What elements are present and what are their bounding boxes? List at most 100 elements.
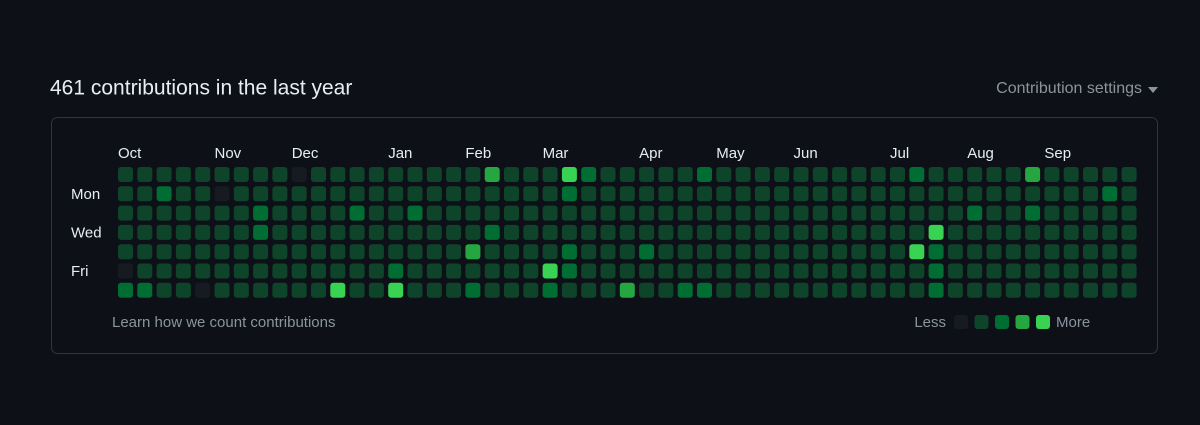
month-label: Jan [388,145,412,162]
contribution-cell [658,224,674,240]
contribution-cell [214,263,230,279]
contribution-cell [214,205,230,221]
contribution-cell [581,244,597,260]
contribution-cell [1025,282,1041,298]
contribution-cell [600,224,616,240]
contribution-cell [754,186,770,202]
contribution-cell [561,224,577,240]
contribution-cell [465,282,481,298]
contribution-cell [697,205,712,221]
contribution-cell [832,244,848,260]
legend-swatch [954,315,968,329]
contribution-cell [118,167,133,182]
contribution-cell [1121,224,1137,240]
contribution-cell [368,282,384,298]
contribution-cell [1083,224,1098,240]
contribution-cell [754,263,770,279]
contribution-cell [484,244,500,260]
legend-swatch [995,315,1009,329]
contribution-cell [1025,167,1041,182]
contribution-cell [137,167,153,182]
contribution-cell [156,244,172,260]
contribution-cell [484,282,500,298]
contribution-cell [195,205,211,221]
contribution-cell [407,224,423,240]
contribution-cell [697,263,712,279]
learn-link[interactable]: Learn how we count contributions [112,314,335,331]
contribution-cell [368,244,384,260]
dropdown-caret[interactable] [1148,87,1158,93]
contribution-cell [523,167,539,182]
contribution-cell [233,167,249,182]
contribution-cell [523,205,539,221]
contribution-cell [697,167,712,182]
contribution-cell [175,186,191,202]
contribution-cell [947,186,963,202]
contribution-cell [542,186,558,202]
contribution-cell [677,205,693,221]
contribution-cell [1063,167,1079,182]
contribution-cell [118,224,133,240]
contribution-cell [890,282,905,298]
contribution-cell [1044,263,1060,279]
contribution-cell [697,224,712,240]
contribution-cell [349,224,365,240]
contribution-cell [697,244,712,260]
contribution-cell [388,186,404,202]
settings-dropdown[interactable]: Contribution settings [996,80,1142,97]
contribution-cell [1005,263,1021,279]
contribution-cell [909,263,925,279]
contribution-cell [368,224,384,240]
contribution-cell [484,224,500,240]
contribution-cell [311,244,326,260]
contribution-cell [272,167,288,182]
contribution-cell [600,205,616,221]
contribution-cell [311,282,326,298]
contribution-cell [986,244,1002,260]
contribution-cell [619,186,635,202]
month-label: Aug [967,145,994,162]
contribution-cell [716,224,732,240]
contribution-cell [446,205,462,221]
contribution-cell [1025,186,1041,202]
contribution-cell [967,263,983,279]
contribution-cell [1102,167,1118,182]
contribution-cell [967,167,983,182]
contribution-cell [137,224,153,240]
contribution-cell [735,167,751,182]
contribution-cell [253,205,269,221]
contribution-cell [928,282,944,298]
contribution-cell [1102,244,1118,260]
contribution-cell [330,186,346,202]
contribution-cell [426,282,442,298]
contribution-cell [697,186,712,202]
contribution-cell [253,244,269,260]
contribution-cell [1044,186,1060,202]
contribution-cell [1102,186,1118,202]
contribution-cell [484,205,500,221]
month-label: Feb [465,145,491,162]
contribution-cell [909,186,925,202]
contribution-cell [407,167,423,182]
contribution-cell [1083,167,1098,182]
contribution-cell [1121,205,1137,221]
contribution-cell [851,205,867,221]
contribution-cell [832,224,848,240]
contribution-cell [426,263,442,279]
contribution-cell [542,167,558,182]
contribution-cell [967,224,983,240]
contribution-cell [291,205,307,221]
contribution-cell [754,205,770,221]
contribution-cell [1044,282,1060,298]
contribution-cell [735,224,751,240]
contribution-cell [1063,244,1079,260]
contribution-cell [600,167,616,182]
contribution-cell [619,282,635,298]
month-label: Nov [215,145,242,162]
contribution-cell [175,282,191,298]
contribution-cell [909,282,925,298]
title: 461 contributions in the last year [50,77,352,100]
day-label: Fri [71,263,89,280]
contribution-cell [523,224,539,240]
contribution-cell [928,244,944,260]
